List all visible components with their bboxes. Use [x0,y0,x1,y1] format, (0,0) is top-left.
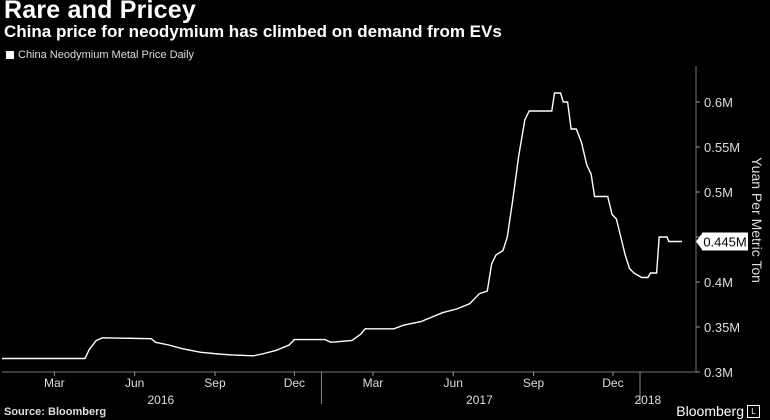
last-value-pointer [696,233,702,250]
y-axis-label: Yuan Per Metric Ton [749,157,765,283]
brand-name: Bloomberg [676,403,744,419]
y-tick-label: 0.6M [704,95,733,110]
last-value-label: 0.445M [703,235,746,250]
x-tick-label: Mar [44,376,65,390]
chart-legend: China Neodymium Metal Price Daily [6,49,194,61]
x-tick-label: Sep [204,376,226,390]
brand-mark-icon: L [747,404,760,418]
year-label: 2016 [147,393,174,407]
y-tick-label: 0.3M [704,365,733,380]
y-tick-label: 0.5M [704,185,733,200]
x-tick-label: Jun [125,376,144,390]
y-tick-label: 0.55M [704,140,740,155]
year-label: 2018 [635,393,662,407]
page-subtitle: China price for neodymium has climbed on… [4,22,502,41]
brand-logo: Bloomberg L [676,403,760,419]
series-line [2,92,682,360]
legend-label: China Neodymium Metal Price Daily [18,49,195,61]
x-tick-label: Dec [284,376,305,390]
y-tick-label: 0.35M [704,320,740,335]
page-title: Rare and Pricey [4,0,196,24]
x-tick-label: Sep [523,376,545,390]
x-tick-label: Jun [444,376,463,390]
legend-swatch [6,51,14,59]
source-note: Source: Bloomberg [4,406,107,418]
x-tick-label: Dec [602,376,623,390]
last-value-box [702,232,748,251]
y-tick-label: 0.4M [704,275,733,290]
x-tick-label: Mar [363,376,384,390]
year-label: 2017 [466,393,493,407]
